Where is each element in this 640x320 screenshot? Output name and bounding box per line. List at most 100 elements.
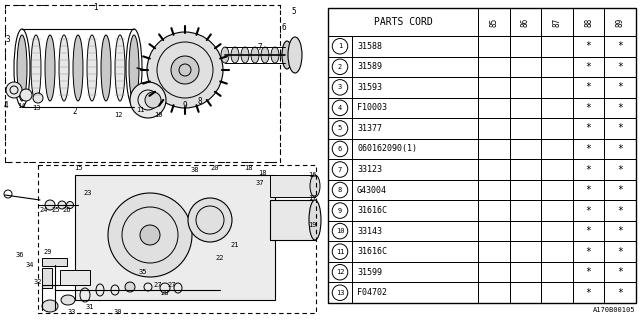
Bar — [509, 118, 541, 139]
Text: 1: 1 — [93, 4, 97, 12]
Text: 15: 15 — [74, 165, 83, 171]
Bar — [352, 221, 478, 241]
Text: G43004: G43004 — [357, 186, 387, 195]
Bar — [604, 221, 636, 241]
Ellipse shape — [145, 92, 161, 108]
Bar — [604, 241, 636, 262]
Bar — [478, 221, 509, 241]
Bar — [541, 8, 573, 36]
Bar — [328, 77, 352, 98]
Ellipse shape — [261, 47, 269, 63]
Text: *: * — [617, 124, 623, 133]
Text: 85: 85 — [490, 17, 499, 27]
Text: *: * — [617, 164, 623, 174]
Bar — [328, 221, 352, 241]
Text: 88: 88 — [584, 17, 593, 27]
Bar — [270, 200, 315, 240]
Bar — [573, 8, 604, 36]
Ellipse shape — [271, 47, 279, 63]
Text: *: * — [617, 103, 623, 113]
Bar — [478, 200, 509, 221]
Bar — [478, 262, 509, 283]
Bar — [352, 180, 478, 200]
Bar — [352, 77, 478, 98]
Text: 86: 86 — [521, 17, 530, 27]
Text: A170B00105: A170B00105 — [593, 307, 635, 313]
Bar — [541, 77, 573, 98]
Bar — [478, 118, 509, 139]
Text: 36: 36 — [16, 252, 24, 258]
Text: 34: 34 — [26, 262, 35, 268]
Text: 14: 14 — [17, 103, 25, 109]
Text: *: * — [617, 82, 623, 92]
Ellipse shape — [241, 47, 249, 63]
Bar — [270, 175, 315, 197]
Text: 5: 5 — [292, 7, 296, 17]
Text: 33: 33 — [68, 309, 76, 315]
Text: 10: 10 — [154, 112, 163, 118]
Ellipse shape — [288, 37, 302, 73]
Bar — [604, 159, 636, 180]
Text: 27: 27 — [168, 282, 176, 288]
Circle shape — [171, 56, 199, 84]
Ellipse shape — [59, 35, 69, 101]
Bar — [478, 180, 509, 200]
Bar — [509, 8, 541, 36]
Text: 89: 89 — [616, 17, 625, 27]
Text: 29: 29 — [44, 249, 52, 255]
Text: *: * — [586, 124, 591, 133]
Text: 38: 38 — [191, 167, 199, 173]
Bar — [328, 118, 352, 139]
Text: 10: 10 — [336, 228, 344, 234]
Ellipse shape — [42, 300, 58, 312]
Text: 18: 18 — [258, 170, 266, 176]
Text: PARTS CORD: PARTS CORD — [374, 17, 433, 27]
Ellipse shape — [221, 47, 229, 63]
Circle shape — [147, 32, 223, 108]
Bar — [328, 283, 352, 303]
Ellipse shape — [309, 200, 321, 240]
Bar — [352, 118, 478, 139]
Text: 13: 13 — [336, 290, 344, 296]
Bar — [541, 283, 573, 303]
Text: 31588: 31588 — [357, 42, 382, 51]
Bar — [478, 159, 509, 180]
Ellipse shape — [87, 35, 97, 101]
Bar — [509, 159, 541, 180]
Bar — [509, 262, 541, 283]
Text: 27: 27 — [154, 282, 163, 288]
Text: 9: 9 — [182, 100, 188, 109]
Bar — [604, 180, 636, 200]
Text: 23: 23 — [84, 190, 92, 196]
Bar — [328, 262, 352, 283]
Text: *: * — [586, 103, 591, 113]
Text: 37: 37 — [256, 180, 264, 186]
Ellipse shape — [310, 175, 320, 197]
Text: *: * — [586, 205, 591, 216]
Text: 4: 4 — [338, 105, 342, 111]
Bar — [328, 139, 352, 159]
Ellipse shape — [31, 35, 41, 101]
Ellipse shape — [17, 35, 27, 101]
Bar — [573, 159, 604, 180]
Bar — [352, 200, 478, 221]
Text: 31616C: 31616C — [357, 247, 387, 256]
Text: *: * — [617, 144, 623, 154]
Ellipse shape — [282, 41, 292, 69]
Text: 2: 2 — [338, 64, 342, 70]
Bar — [573, 139, 604, 159]
Bar — [478, 57, 509, 77]
Text: 11: 11 — [336, 249, 344, 255]
Circle shape — [188, 198, 232, 242]
Bar — [541, 262, 573, 283]
Bar — [352, 262, 478, 283]
Text: 17: 17 — [308, 195, 316, 201]
Bar — [509, 241, 541, 262]
Bar — [604, 36, 636, 57]
Text: F10003: F10003 — [357, 103, 387, 112]
Bar — [541, 139, 573, 159]
Bar — [541, 180, 573, 200]
Ellipse shape — [251, 47, 259, 63]
Text: 33123: 33123 — [357, 165, 382, 174]
Text: 7: 7 — [258, 44, 262, 52]
